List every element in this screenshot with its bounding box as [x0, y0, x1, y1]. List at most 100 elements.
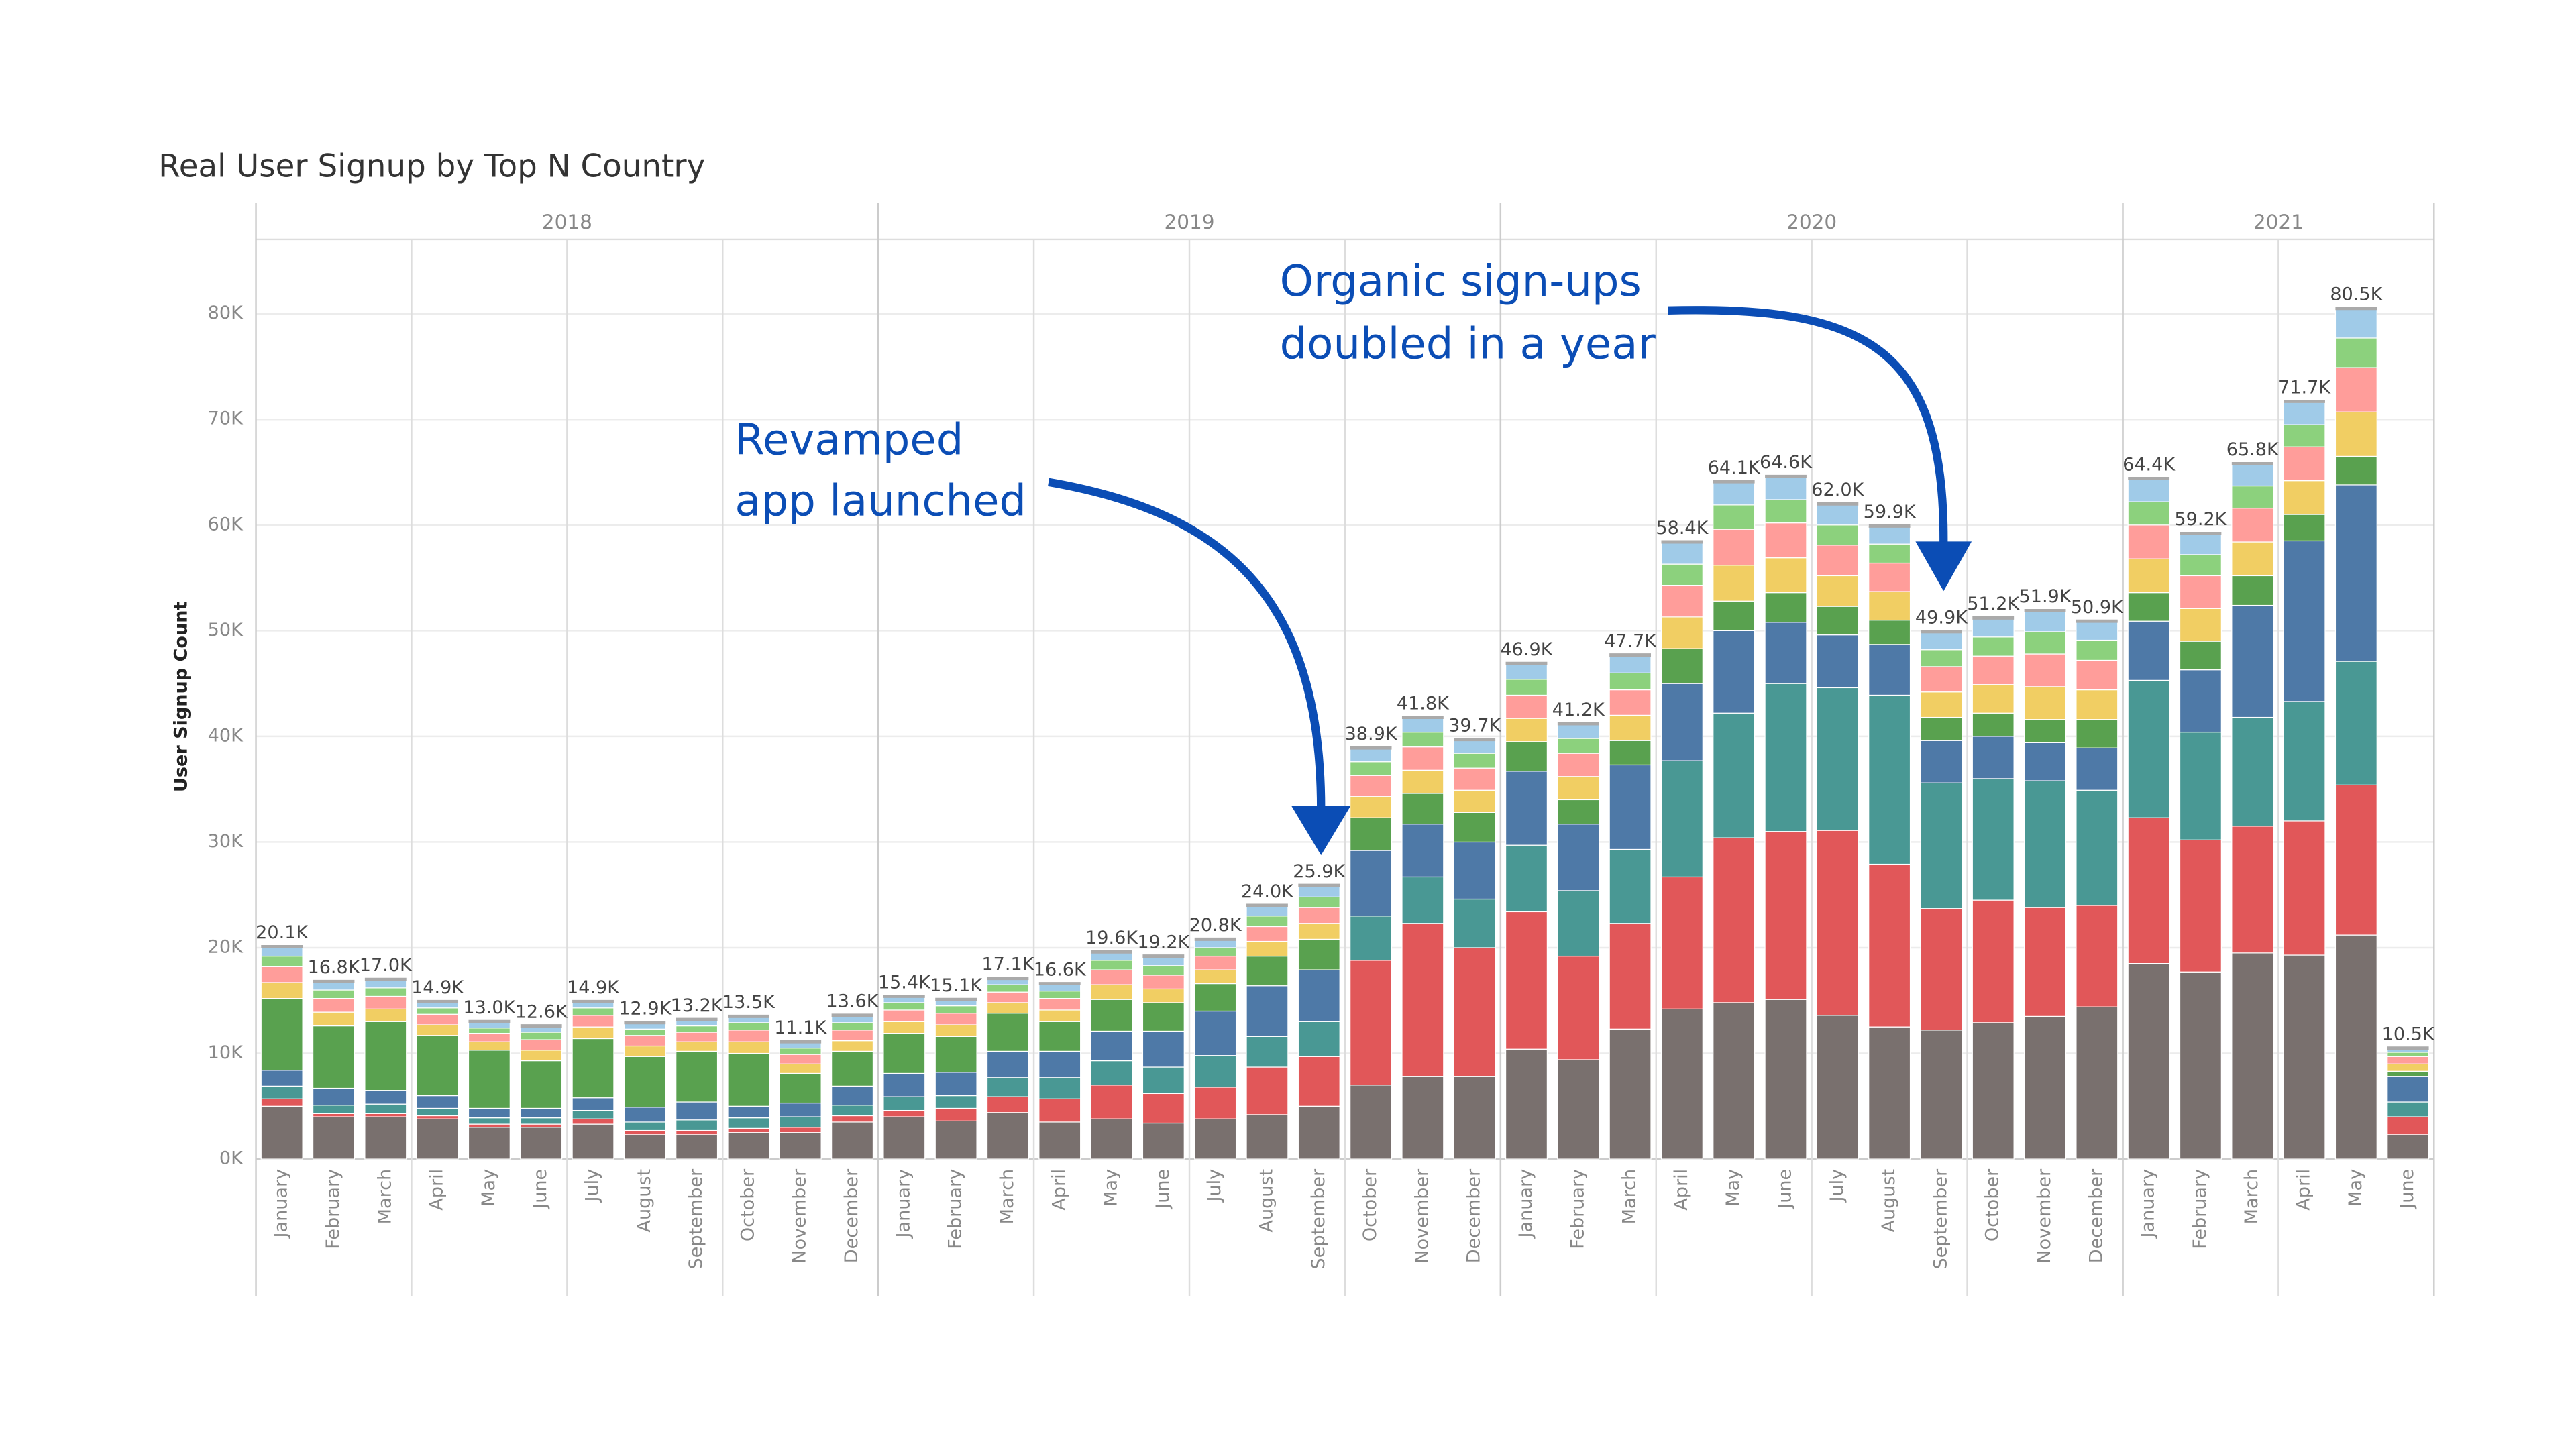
total-label: 16.8K [307, 957, 360, 978]
bar-segment [1350, 747, 1393, 763]
bar-segment [727, 1052, 770, 1107]
bar-segment [1038, 1021, 1081, 1052]
bar-segment [1246, 985, 1289, 1037]
total-label: 64.4K [2123, 454, 2176, 475]
bar-segment [779, 1102, 822, 1117]
bar-segment [934, 1036, 977, 1073]
bar-segment [1764, 499, 1807, 524]
bar-segment [2076, 905, 2118, 1007]
bar-segment [623, 1028, 666, 1036]
bar-segment [2127, 620, 2170, 681]
bar-segment [1142, 1030, 1185, 1068]
bar-segment [1505, 1048, 1548, 1160]
bar-segment [1920, 716, 1963, 741]
bar-segment [572, 1026, 614, 1040]
y-axis-title: User Signup Count [170, 601, 191, 792]
bar-segment [312, 1105, 356, 1114]
bar-segment [1194, 955, 1237, 970]
bar-segment [468, 1022, 511, 1029]
bar-segment [1505, 694, 1548, 719]
bar-segment [2076, 659, 2118, 691]
total-label: 16.6K [1034, 959, 1087, 980]
bar-segment [1090, 1060, 1133, 1086]
bar-segment [2127, 817, 2170, 964]
x-tick-label: May [2345, 1169, 2366, 1207]
bar-segment [1920, 632, 1963, 651]
bar-segment [2231, 575, 2274, 606]
bar-segment [1401, 923, 1444, 1077]
bar-segment [1090, 999, 1133, 1032]
bar-segment [1038, 1050, 1081, 1078]
bar-segment [1660, 648, 1703, 684]
bar-segment [676, 1101, 718, 1121]
x-tick-label: July [1827, 1169, 1847, 1203]
year-label: 2019 [1164, 211, 1214, 233]
bar-segment [1505, 741, 1548, 772]
bar-segment [364, 995, 407, 1009]
bar-segment [1453, 898, 1496, 948]
bar-segment [1816, 1015, 1859, 1160]
bar-segment [1816, 687, 1859, 831]
y-tick-label: 60K [208, 514, 244, 535]
bar-segment [1142, 965, 1185, 976]
bar-segment [1038, 1077, 1081, 1099]
bar-segment [1868, 863, 1911, 1028]
bar-segment [312, 1087, 356, 1106]
bar-segment [2076, 619, 2118, 641]
x-tick-label: April [1049, 1169, 1069, 1211]
bar-segment [2283, 402, 2326, 425]
year-label: 2021 [2253, 211, 2304, 233]
bar-segment [2076, 689, 2118, 720]
bar-segment [260, 955, 303, 967]
bar-segment [1505, 911, 1548, 1050]
bar-segment [1764, 522, 1807, 559]
bar-segment [1764, 999, 1807, 1160]
total-label: 38.9K [1345, 724, 1398, 744]
total-label: 13.6K [826, 991, 879, 1012]
bar-segment [1609, 714, 1652, 741]
bar-segment [1350, 916, 1393, 961]
bar-segment [1868, 694, 1911, 865]
bar-segment [1297, 923, 1340, 940]
bar-segment [1090, 969, 1133, 985]
bar-segment [883, 1109, 926, 1117]
total-label: 62.0K [1811, 480, 1864, 500]
bar-segment [2283, 540, 2326, 702]
bar-segment [2023, 780, 2067, 908]
total-label: 10.5K [2382, 1023, 2435, 1044]
bar-segment [1090, 984, 1133, 1000]
bar-segment [312, 1116, 356, 1160]
bar-segment [2387, 1056, 2430, 1064]
x-tick-label: November [1411, 1168, 1432, 1264]
bar-segment [830, 1050, 874, 1087]
total-label: 64.1K [1708, 457, 1761, 478]
bar-segment [260, 997, 303, 1071]
bar-segment [2334, 484, 2377, 662]
bar-segment [1557, 776, 1600, 801]
bar-segment [312, 1025, 356, 1089]
bar-segment [1350, 960, 1393, 1086]
bar-segment [2231, 541, 2274, 577]
total-label: 65.8K [2226, 439, 2279, 460]
bar-segment [1142, 988, 1185, 1003]
bar-segment [2023, 719, 2067, 743]
bar-segment [1505, 718, 1548, 742]
total-label: 13.0K [463, 997, 516, 1018]
bar-segment [1764, 592, 1807, 623]
bar-segment [1609, 740, 1652, 766]
bar-segment [1816, 634, 1859, 689]
x-tick-label: September [1930, 1168, 1951, 1269]
bar-segment [2334, 455, 2377, 486]
bar-segment [1142, 1122, 1185, 1160]
bar-segment [1713, 837, 1756, 1003]
total-label: 41.2K [1552, 700, 1605, 720]
bar-segment [1972, 712, 2015, 737]
bar-segment [2334, 337, 2377, 368]
bar-segment [1868, 619, 1911, 645]
bar-segment [1868, 562, 1911, 592]
bar-segment [779, 1116, 822, 1128]
x-tick-label: August [634, 1169, 655, 1233]
x-tick-label: August [1256, 1169, 1277, 1233]
bar-segment [1660, 1008, 1703, 1160]
bar-segment [2283, 446, 2326, 482]
